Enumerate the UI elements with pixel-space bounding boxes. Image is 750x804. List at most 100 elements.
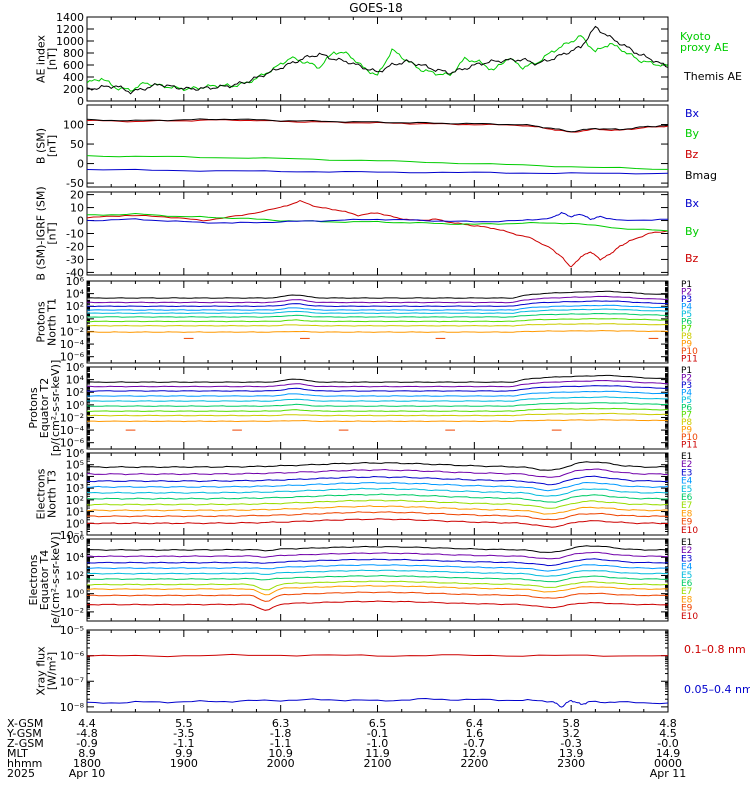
y-tick-label: 10⁻⁸ [60, 701, 85, 714]
y-tick-label: 10² [66, 386, 84, 399]
panel-data [87, 26, 668, 93]
panel-data [87, 119, 668, 174]
y-tick-label: 10⁻⁵ [60, 624, 84, 637]
y-tick-label: 10⁰ [66, 588, 85, 601]
y-tick-label: 10⁻² [60, 325, 84, 338]
panel-frame [87, 192, 668, 275]
y-tick-label: 100 [63, 119, 84, 132]
y-tick-label: 10⁰ [66, 399, 85, 412]
y-tick-label: -30 [66, 253, 84, 266]
series-line-p7 [87, 319, 668, 322]
legend-by: By [685, 225, 700, 238]
x-row-value: 2300 [557, 757, 585, 770]
series-line-e2 [87, 469, 668, 477]
x-row-value: 2100 [364, 757, 392, 770]
series-line-e8 [87, 506, 668, 514]
x-row-value: 2000 [267, 757, 295, 770]
series-line-e1 [87, 462, 668, 471]
y-tick-label: 50 [70, 138, 84, 151]
y-tick-label: 0 [77, 215, 84, 228]
series-line-by [87, 156, 668, 170]
y-axis-label: [nT] [46, 48, 59, 70]
y-tick-label: 20 [70, 189, 84, 202]
y-tick-label: 10 [70, 202, 84, 215]
series-line-p6 [87, 314, 668, 318]
series-line-kyoto-proxy-ae [87, 36, 668, 91]
series-line-p9 [87, 331, 668, 333]
panel-frame [87, 453, 668, 535]
series-line-e10 [87, 519, 668, 528]
panel-data [87, 546, 668, 611]
series-line-p9 [87, 420, 668, 422]
y-axis-label: [e/(cm²-s-sr-keV)] [49, 532, 62, 628]
series-line-e7 [87, 500, 668, 508]
legend-bx: Bx [685, 197, 700, 210]
series-line-bx [87, 169, 668, 174]
legend-e10: E10 [681, 612, 698, 622]
series-line-e7 [87, 581, 668, 590]
y-tick-label: 1200 [56, 23, 84, 36]
panel-data [87, 462, 668, 528]
y-tick-label: 10⁰ [66, 313, 85, 326]
y-tick-label: 400 [63, 71, 84, 84]
legend-themis-ae: Themis AE [683, 70, 742, 83]
legend-bx: Bx [685, 107, 700, 120]
panel-frame [87, 367, 668, 449]
y-tick-label: 10⁴ [66, 288, 85, 301]
y-tick-label: 1000 [56, 35, 84, 48]
y-tick-label: -20 [66, 240, 84, 253]
series-line-e1 [87, 546, 668, 553]
series-line-e5 [87, 570, 668, 576]
series-line-e3 [87, 559, 668, 566]
y-axis-label: [nT] [46, 222, 59, 244]
panel-data [87, 654, 668, 707]
legend-bmag: Bmag [685, 169, 717, 182]
series-line-p8 [87, 413, 668, 416]
y-tick-label: 1400 [56, 11, 84, 24]
y-tick-label: 10⁻⁴ [60, 338, 85, 351]
legend-proxy-ae: proxy AE [680, 41, 729, 54]
series-line-themis-ae [87, 26, 668, 93]
series-line-bz [87, 201, 668, 267]
y-axis-label: [W/m²] [46, 652, 59, 690]
y-tick-label: 0 [77, 95, 84, 108]
series-line-e4 [87, 565, 668, 571]
y-tick-label: 10⁴ [66, 374, 85, 387]
legend-by: By [685, 127, 700, 140]
legend-bz: Bz [685, 148, 699, 161]
panel-data [87, 291, 668, 338]
series-line-p4 [87, 391, 668, 396]
x-row-value: Apr 11 [650, 767, 687, 780]
legend-p11: P11 [681, 441, 698, 451]
y-tick-label: 10⁻⁷ [60, 675, 84, 688]
y-tick-label: 10⁶ [66, 533, 85, 546]
y-tick-label: 10² [66, 300, 84, 313]
y-tick-label: 600 [63, 59, 84, 72]
legend-soft-band: 0.1–0.8 nm [684, 643, 746, 656]
plot-title: GOES-18 [349, 1, 403, 15]
panel-data [87, 375, 668, 430]
y-tick-label: 10⁻² [60, 606, 84, 619]
y-tick-label: 10⁻² [60, 411, 84, 424]
panel-frame [87, 539, 668, 621]
y-tick-label: 0 [77, 158, 84, 171]
series-line-e9 [87, 592, 668, 601]
panel-en: 10⁶10⁵10⁴10³10²10¹10⁰10⁻¹ElectronsNorth … [35, 447, 699, 542]
y-tick-label: 10⁴ [66, 551, 85, 564]
series-line-e10 [87, 601, 668, 610]
y-tick-label: 10⁶ [66, 275, 85, 288]
series-line-by [87, 214, 668, 231]
y-axis-label: North T3 [46, 470, 59, 518]
y-axis-label: North T1 [46, 298, 59, 346]
y-tick-label: 10⁻⁴ [60, 424, 85, 437]
series-line-e2 [87, 552, 668, 558]
legend-e10: E10 [681, 526, 698, 536]
y-axis-label: [p/(cm²-s-sr-keV)] [49, 360, 62, 457]
